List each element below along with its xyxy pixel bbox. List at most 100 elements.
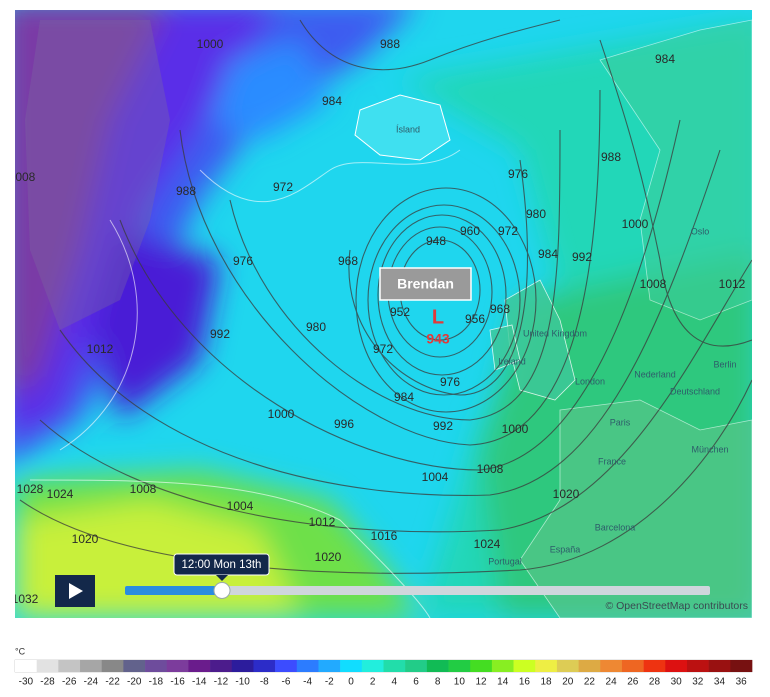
scandinavia-land [599, 19, 752, 321]
isobar-labels: 1000 988 984 984 988 972 976 968 948 960 976 972 980… [9, 37, 746, 606]
isobar-label: 968 [490, 302, 510, 316]
legend-label: 2 [370, 677, 376, 688]
low-pressure: 943 [426, 331, 450, 347]
map-area [15, 10, 752, 618]
legend-swatch [383, 660, 406, 672]
legend-swatch [58, 660, 81, 672]
legend-label: -26 [62, 677, 77, 688]
legend-swatch [621, 660, 644, 672]
legend-label: 12 [475, 677, 487, 688]
legend-swatch [686, 660, 709, 672]
isobar-label: 1020 [553, 487, 580, 501]
place-label: France [598, 456, 626, 466]
legend-swatch [253, 660, 276, 672]
legend-swatch [318, 660, 341, 672]
legend-swatch [275, 660, 298, 672]
legend-label: -22 [105, 677, 120, 688]
legend-label: 36 [736, 677, 748, 688]
place-label: Oslo [691, 226, 710, 236]
place-label: München [691, 444, 728, 454]
place-label: España [550, 544, 581, 554]
place-label: Nederland [634, 369, 676, 379]
legend-label: 34 [714, 677, 726, 688]
legend-swatch [188, 660, 211, 672]
timeline-track[interactable] [125, 586, 710, 595]
legend-swatch [665, 660, 688, 672]
legend-swatch [491, 660, 514, 672]
legend-swatch [448, 660, 471, 672]
isobar-label: 1008 [130, 482, 157, 496]
legend-label: -10 [235, 677, 250, 688]
isobar-label: 992 [210, 327, 230, 341]
isobar-label: 1000 [268, 407, 295, 421]
isobar-label: 1032 [12, 592, 39, 606]
legend-swatch [231, 660, 254, 672]
isobar-label: 976 [440, 375, 460, 389]
legend-swatch [535, 660, 558, 672]
legend-swatch [101, 660, 124, 672]
place-label: Ireland [498, 356, 526, 366]
legend-label: 4 [392, 677, 398, 688]
legend-swatch [426, 660, 449, 672]
place-label: Ísland [396, 124, 420, 134]
tooltip-pointer [216, 575, 228, 581]
legend-label: -30 [19, 677, 34, 688]
isobar-label: 956 [465, 312, 485, 326]
legend-label: -20 [127, 677, 142, 688]
isobar-label: 984 [655, 52, 675, 66]
isobar-label: 1024 [47, 487, 74, 501]
legend-swatch [643, 660, 666, 672]
isobar-label: 976 [233, 254, 253, 268]
legend-label: 16 [519, 677, 531, 688]
legend-label: -18 [149, 677, 164, 688]
legend-label: 8 [435, 677, 441, 688]
legend-swatch [708, 660, 731, 672]
legend-swatch [296, 660, 319, 672]
isobar-label: 976 [508, 167, 528, 181]
timeline-knob[interactable] [213, 582, 231, 599]
legend-label: 22 [584, 677, 596, 688]
legend-label: 0 [348, 677, 354, 688]
legend-label: -16 [170, 677, 185, 688]
legend-label: 24 [606, 677, 618, 688]
legend-swatch [340, 660, 363, 672]
place-label: Paris [610, 417, 631, 427]
legend-swatch [145, 660, 168, 672]
storm-name: Brendan [397, 276, 454, 292]
isobar-label: 972 [273, 180, 293, 194]
legend-label: 32 [692, 677, 704, 688]
isobar-label: 980 [306, 320, 326, 334]
legend-label: -2 [325, 677, 334, 688]
iceland-land [354, 94, 451, 161]
isobar-label: 1008 [9, 170, 36, 184]
isobar-label: 972 [498, 224, 518, 238]
place-label: Deutschland [670, 386, 720, 396]
legend-swatch [730, 660, 753, 672]
isobar-label: 1008 [640, 277, 667, 291]
isobar-label: 1024 [474, 537, 501, 551]
isobar-label: 988 [380, 37, 400, 51]
isobar-label: 992 [572, 250, 592, 264]
legend-swatch [470, 660, 493, 672]
legend-swatch [36, 660, 59, 672]
legend-label: -24 [84, 677, 99, 688]
europe-land [519, 399, 752, 618]
isobar-label: 988 [601, 150, 621, 164]
isobar-label: 1012 [719, 277, 746, 291]
legend-swatch [405, 660, 428, 672]
isobar-label: 1012 [309, 515, 336, 529]
legend-label: 30 [671, 677, 683, 688]
isobar-label: 984 [322, 94, 342, 108]
isobar-label: 984 [538, 247, 558, 261]
isobar-label: 1008 [477, 462, 504, 476]
place-label: Barcelona [595, 522, 636, 532]
isobar-label: 1000 [622, 217, 649, 231]
legend-swatch [513, 660, 536, 672]
legend-swatch [578, 660, 601, 672]
place-label: Berlin [713, 359, 736, 369]
legend-label: 28 [649, 677, 661, 688]
legend-swatch [166, 660, 189, 672]
legend-label: -8 [260, 677, 269, 688]
